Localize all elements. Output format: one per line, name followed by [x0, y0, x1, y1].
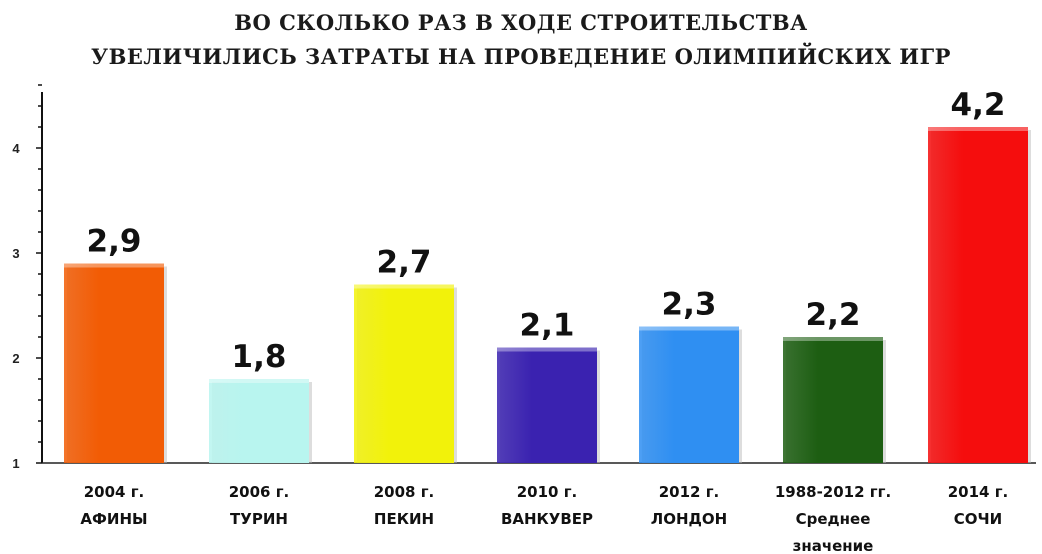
x-category-label: СОЧИ — [954, 510, 1002, 528]
bar-top-highlight — [783, 337, 883, 341]
labels: 2,9 2004 г. АФИНЫ 1,8 2006 г. ТУРИН 2,7 2008 г.… — [80, 87, 1008, 554]
chart-title-line-1: ВО СКОЛЬКО РАЗ В ХОДЕ СТРОИТЕЛЬСТВА — [234, 10, 808, 35]
x-category-label: 1988-2012 гг. — [775, 483, 891, 501]
bar-top-highlight — [64, 263, 164, 268]
data-label: 2,3 — [662, 287, 717, 323]
x-category-label: ТУРИН — [230, 510, 288, 528]
bar-top-highlight — [639, 326, 739, 331]
x-category-label: Среднее — [796, 510, 871, 528]
bar-top-highlight — [209, 379, 309, 383]
bar — [354, 284, 454, 463]
bar-top-highlight — [497, 347, 597, 352]
data-label: 2,1 — [520, 308, 575, 344]
data-label: 2,7 — [377, 245, 432, 281]
x-category-label: АФИНЫ — [80, 510, 147, 528]
data-label: 2,2 — [806, 297, 861, 333]
x-category-label: 2006 г. — [229, 483, 290, 501]
data-label: 1,8 — [232, 339, 287, 375]
x-category-label: ВАНКУВЕР — [501, 510, 593, 528]
x-category-label: 2004 г. — [84, 483, 145, 501]
data-label: 4,2 — [951, 87, 1006, 123]
y-tick-label: 4 — [12, 141, 20, 156]
chart-title-line-2: УВЕЛИЧИЛИСЬ ЗАТРАТЫ НА ПРОВЕДЕНИЕ ОЛИМПИ… — [91, 43, 951, 69]
chart-title: ВО СКОЛЬКО РАЗ В ХОДЕ СТРОИТЕЛЬСТВА УВЕЛ… — [91, 10, 951, 69]
x-category-label: значение — [793, 537, 874, 554]
bar — [209, 379, 309, 463]
bar — [639, 326, 739, 463]
x-category-label: 2014 г. — [948, 483, 1009, 501]
y-tick-label: 1 — [12, 456, 19, 471]
x-category-label: 2012 г. — [659, 483, 720, 501]
bar — [64, 263, 164, 463]
y-tick-label: 3 — [12, 246, 19, 261]
x-category-label: ПЕКИН — [374, 510, 434, 528]
bar — [783, 337, 883, 463]
x-category-label: 2010 г. — [517, 483, 578, 501]
bar-top-highlight — [354, 284, 454, 289]
bars — [64, 127, 1031, 463]
x-category-label: ЛОНДОН — [651, 510, 727, 528]
bar — [928, 127, 1028, 463]
x-category-label: 2008 г. — [374, 483, 435, 501]
bar — [497, 347, 597, 463]
bar-top-highlight — [928, 127, 1028, 131]
data-label: 2,9 — [87, 224, 142, 260]
y-tick-label: 2 — [12, 351, 19, 366]
